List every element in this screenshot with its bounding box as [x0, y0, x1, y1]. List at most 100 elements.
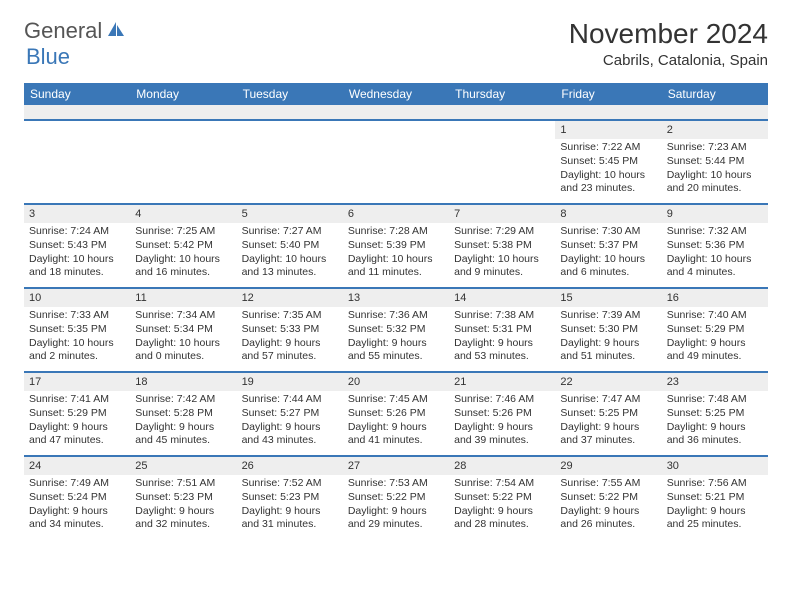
- daylight-text: Daylight: 9 hours and 36 minutes.: [667, 421, 763, 448]
- day-body: Sunrise: 7:27 AMSunset: 5:40 PMDaylight:…: [237, 223, 343, 284]
- day-cell: [343, 121, 449, 203]
- sunrise-text: Sunrise: 7:29 AM: [454, 225, 550, 239]
- sunrise-text: Sunrise: 7:42 AM: [135, 393, 231, 407]
- sunset-text: Sunset: 5:26 PM: [348, 407, 444, 421]
- day-body: Sunrise: 7:30 AMSunset: 5:37 PMDaylight:…: [555, 223, 661, 284]
- day-cell: 7Sunrise: 7:29 AMSunset: 5:38 PMDaylight…: [449, 205, 555, 287]
- location-text: Cabrils, Catalonia, Spain: [569, 52, 768, 69]
- day-number: 25: [130, 457, 236, 475]
- sunrise-text: Sunrise: 7:33 AM: [29, 309, 125, 323]
- day-cell: 29Sunrise: 7:55 AMSunset: 5:22 PMDayligh…: [555, 457, 661, 539]
- daylight-text: Daylight: 10 hours and 13 minutes.: [242, 253, 338, 280]
- month-title: November 2024: [569, 18, 768, 50]
- sunrise-text: Sunrise: 7:36 AM: [348, 309, 444, 323]
- day-number: 18: [130, 373, 236, 391]
- sunrise-text: Sunrise: 7:34 AM: [135, 309, 231, 323]
- logo-sail-icon: [106, 20, 126, 43]
- day-number: 28: [449, 457, 555, 475]
- daylight-text: Daylight: 10 hours and 11 minutes.: [348, 253, 444, 280]
- day-number: [130, 121, 236, 139]
- sunrise-text: Sunrise: 7:25 AM: [135, 225, 231, 239]
- day-body: Sunrise: 7:23 AMSunset: 5:44 PMDaylight:…: [662, 139, 768, 200]
- dow-cell: Saturday: [662, 83, 768, 105]
- header: General November 2024 Cabrils, Catalonia…: [24, 18, 768, 69]
- daylight-text: Daylight: 10 hours and 23 minutes.: [560, 169, 656, 196]
- sunrise-text: Sunrise: 7:35 AM: [242, 309, 338, 323]
- day-body: Sunrise: 7:45 AMSunset: 5:26 PMDaylight:…: [343, 391, 449, 452]
- sunset-text: Sunset: 5:43 PM: [29, 239, 125, 253]
- weeks-container: 1Sunrise: 7:22 AMSunset: 5:45 PMDaylight…: [24, 105, 768, 539]
- day-number: 19: [237, 373, 343, 391]
- sunset-text: Sunset: 5:29 PM: [667, 323, 763, 337]
- sunset-text: Sunset: 5:44 PM: [667, 155, 763, 169]
- day-body: Sunrise: 7:56 AMSunset: 5:21 PMDaylight:…: [662, 475, 768, 536]
- day-number: 10: [24, 289, 130, 307]
- day-cell: 15Sunrise: 7:39 AMSunset: 5:30 PMDayligh…: [555, 289, 661, 371]
- day-body: Sunrise: 7:24 AMSunset: 5:43 PMDaylight:…: [24, 223, 130, 284]
- day-body: Sunrise: 7:48 AMSunset: 5:25 PMDaylight:…: [662, 391, 768, 452]
- day-body: Sunrise: 7:34 AMSunset: 5:34 PMDaylight:…: [130, 307, 236, 368]
- daylight-text: Daylight: 9 hours and 53 minutes.: [454, 337, 550, 364]
- daylight-text: Daylight: 10 hours and 9 minutes.: [454, 253, 550, 280]
- daylight-text: Daylight: 9 hours and 31 minutes.: [242, 505, 338, 532]
- day-number: 16: [662, 289, 768, 307]
- sunrise-text: Sunrise: 7:27 AM: [242, 225, 338, 239]
- week-row: 1Sunrise: 7:22 AMSunset: 5:45 PMDaylight…: [24, 119, 768, 203]
- sunrise-text: Sunrise: 7:22 AM: [560, 141, 656, 155]
- day-cell: 23Sunrise: 7:48 AMSunset: 5:25 PMDayligh…: [662, 373, 768, 455]
- day-cell: 12Sunrise: 7:35 AMSunset: 5:33 PMDayligh…: [237, 289, 343, 371]
- sunset-text: Sunset: 5:21 PM: [667, 491, 763, 505]
- sunset-text: Sunset: 5:25 PM: [667, 407, 763, 421]
- day-number: 7: [449, 205, 555, 223]
- daylight-text: Daylight: 10 hours and 16 minutes.: [135, 253, 231, 280]
- daylight-text: Daylight: 9 hours and 57 minutes.: [242, 337, 338, 364]
- day-number: 13: [343, 289, 449, 307]
- leading-blank-row: [24, 105, 768, 119]
- day-body: [449, 139, 555, 145]
- day-body: Sunrise: 7:47 AMSunset: 5:25 PMDaylight:…: [555, 391, 661, 452]
- day-number: 14: [449, 289, 555, 307]
- sunset-text: Sunset: 5:22 PM: [454, 491, 550, 505]
- day-cell: 8Sunrise: 7:30 AMSunset: 5:37 PMDaylight…: [555, 205, 661, 287]
- sunrise-text: Sunrise: 7:46 AM: [454, 393, 550, 407]
- day-cell: 16Sunrise: 7:40 AMSunset: 5:29 PMDayligh…: [662, 289, 768, 371]
- sunrise-text: Sunrise: 7:56 AM: [667, 477, 763, 491]
- daylight-text: Daylight: 9 hours and 34 minutes.: [29, 505, 125, 532]
- daylight-text: Daylight: 9 hours and 55 minutes.: [348, 337, 444, 364]
- day-cell: 18Sunrise: 7:42 AMSunset: 5:28 PMDayligh…: [130, 373, 236, 455]
- daylight-text: Daylight: 9 hours and 29 minutes.: [348, 505, 444, 532]
- sunrise-text: Sunrise: 7:38 AM: [454, 309, 550, 323]
- title-block: November 2024 Cabrils, Catalonia, Spain: [569, 18, 768, 69]
- day-cell: 28Sunrise: 7:54 AMSunset: 5:22 PMDayligh…: [449, 457, 555, 539]
- calendar-page: General November 2024 Cabrils, Catalonia…: [0, 0, 792, 549]
- daylight-text: Daylight: 9 hours and 28 minutes.: [454, 505, 550, 532]
- day-number: 1: [555, 121, 661, 139]
- day-body: [130, 139, 236, 145]
- daylight-text: Daylight: 9 hours and 49 minutes.: [667, 337, 763, 364]
- day-body: Sunrise: 7:36 AMSunset: 5:32 PMDaylight:…: [343, 307, 449, 368]
- daylight-text: Daylight: 9 hours and 47 minutes.: [29, 421, 125, 448]
- day-number: 21: [449, 373, 555, 391]
- day-body: [24, 139, 130, 145]
- day-body: Sunrise: 7:49 AMSunset: 5:24 PMDaylight:…: [24, 475, 130, 536]
- daylight-text: Daylight: 9 hours and 51 minutes.: [560, 337, 656, 364]
- day-cell: [130, 121, 236, 203]
- day-cell: 11Sunrise: 7:34 AMSunset: 5:34 PMDayligh…: [130, 289, 236, 371]
- day-number: 23: [662, 373, 768, 391]
- day-cell: 24Sunrise: 7:49 AMSunset: 5:24 PMDayligh…: [24, 457, 130, 539]
- daylight-text: Daylight: 10 hours and 4 minutes.: [667, 253, 763, 280]
- day-number: 4: [130, 205, 236, 223]
- day-cell: 30Sunrise: 7:56 AMSunset: 5:21 PMDayligh…: [662, 457, 768, 539]
- day-number: 11: [130, 289, 236, 307]
- day-body: Sunrise: 7:33 AMSunset: 5:35 PMDaylight:…: [24, 307, 130, 368]
- day-cell: 13Sunrise: 7:36 AMSunset: 5:32 PMDayligh…: [343, 289, 449, 371]
- day-body: Sunrise: 7:54 AMSunset: 5:22 PMDaylight:…: [449, 475, 555, 536]
- sunset-text: Sunset: 5:28 PM: [135, 407, 231, 421]
- sunrise-text: Sunrise: 7:30 AM: [560, 225, 656, 239]
- dow-cell: Wednesday: [343, 83, 449, 105]
- daylight-text: Daylight: 9 hours and 37 minutes.: [560, 421, 656, 448]
- day-body: [237, 139, 343, 145]
- day-body: [343, 139, 449, 145]
- day-number: 24: [24, 457, 130, 475]
- sunrise-text: Sunrise: 7:44 AM: [242, 393, 338, 407]
